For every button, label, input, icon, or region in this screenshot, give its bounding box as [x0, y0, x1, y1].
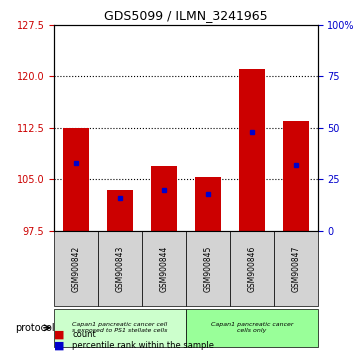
Text: GSM900842: GSM900842	[71, 246, 81, 292]
Bar	[283, 121, 309, 231]
Text: GSM900845: GSM900845	[203, 246, 212, 292]
Text: ■: ■	[54, 340, 65, 350]
Text: ■: ■	[54, 330, 65, 339]
FancyBboxPatch shape	[142, 231, 186, 306]
FancyBboxPatch shape	[274, 231, 318, 306]
Text: GSM900846: GSM900846	[247, 246, 256, 292]
FancyBboxPatch shape	[186, 309, 318, 347]
Text: GSM900847: GSM900847	[291, 246, 300, 292]
Text: percentile rank within the sample: percentile rank within the sample	[72, 341, 214, 350]
Title: GDS5099 / ILMN_3241965: GDS5099 / ILMN_3241965	[104, 9, 268, 22]
Text: Capan1 pancreatic cancer
cells only: Capan1 pancreatic cancer cells only	[210, 322, 293, 333]
FancyBboxPatch shape	[54, 231, 98, 306]
Text: GSM900844: GSM900844	[160, 246, 169, 292]
FancyBboxPatch shape	[230, 231, 274, 306]
Text: GSM900843: GSM900843	[116, 246, 125, 292]
FancyBboxPatch shape	[186, 231, 230, 306]
Bar	[107, 190, 133, 231]
Bar	[239, 69, 265, 231]
Text: Capan1 pancreatic cancer cell
s exposed to PS1 stellate cells: Capan1 pancreatic cancer cell s exposed …	[72, 322, 168, 333]
Text: protocol: protocol	[16, 323, 55, 333]
Bar	[151, 166, 177, 231]
Text: count: count	[72, 330, 96, 339]
FancyBboxPatch shape	[54, 309, 186, 347]
FancyBboxPatch shape	[98, 231, 142, 306]
Bar	[63, 128, 89, 231]
Bar	[195, 177, 221, 231]
